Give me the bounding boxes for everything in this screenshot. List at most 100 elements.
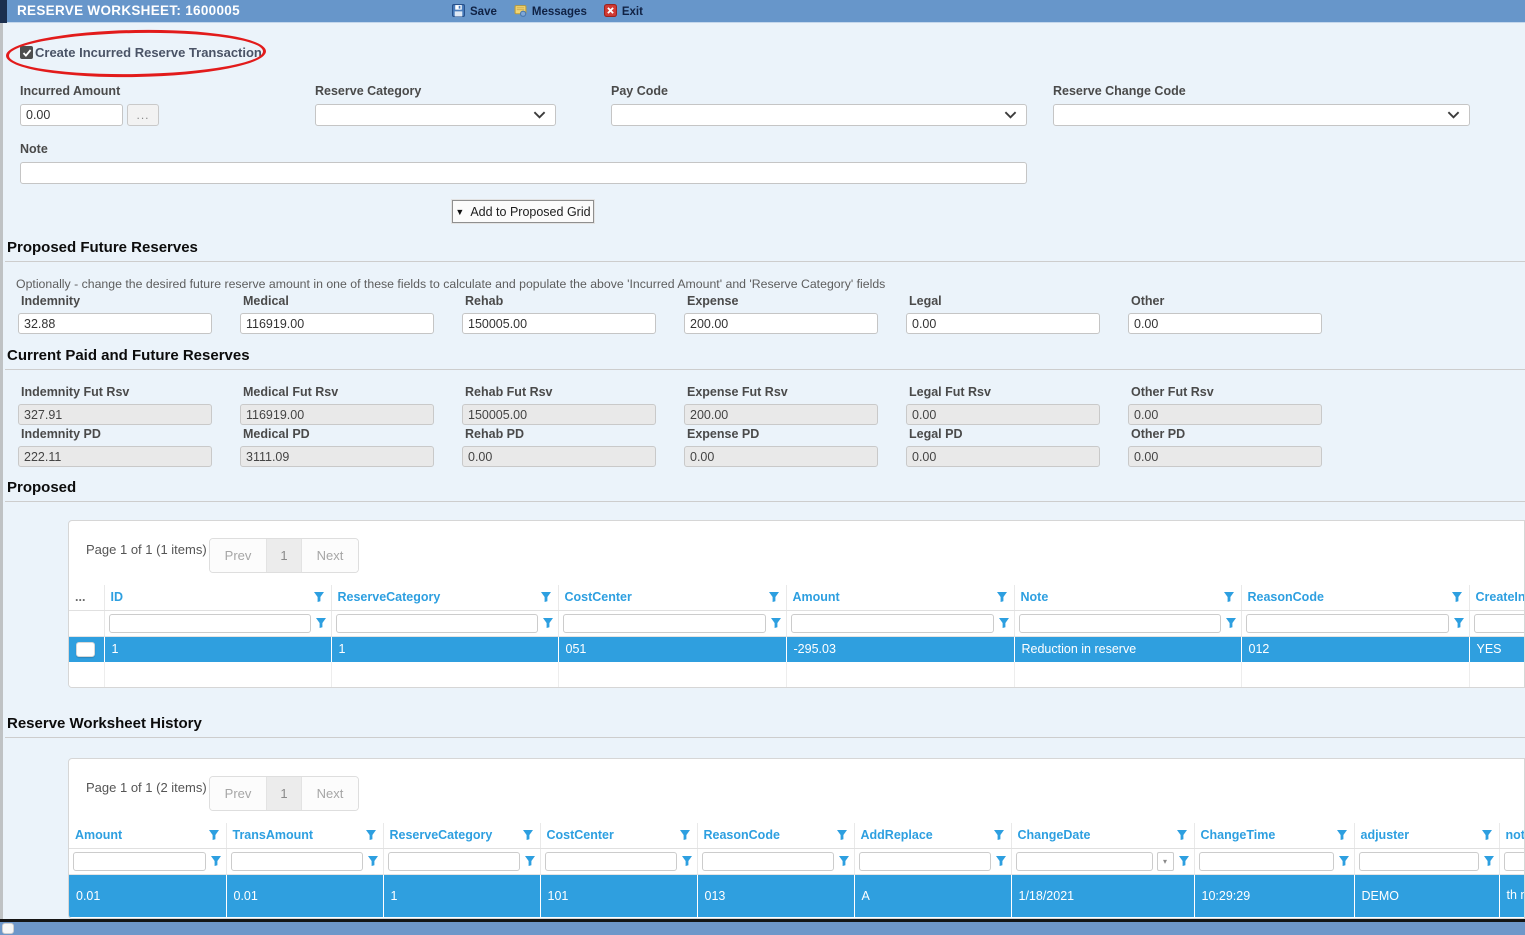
filter-icon[interactable] <box>768 591 780 603</box>
reserve-change-code-select[interactable] <box>1053 104 1470 126</box>
proposed-empty-row <box>69 662 1524 687</box>
title-bar: RESERVE WORKSHEET: 1600005 Save Messages… <box>0 0 1525 23</box>
filter-icon[interactable] <box>315 617 327 629</box>
filter-icon[interactable] <box>996 591 1008 603</box>
history-col-transamount[interactable]: TransAmount <box>232 828 314 843</box>
proposed-col-costcenter[interactable]: CostCenter <box>564 590 632 605</box>
filter-icon[interactable] <box>1453 617 1465 629</box>
proposed-filter-amount-input[interactable] <box>790 613 994 633</box>
history-filter-adjuster-input[interactable] <box>1358 851 1479 871</box>
history-filter-changedate-input[interactable] <box>1015 851 1153 871</box>
cell-reasoncode: 012 <box>1240 636 1469 662</box>
filter-icon[interactable] <box>681 855 693 867</box>
filter-icon[interactable] <box>998 617 1010 629</box>
history-col-costcenter[interactable]: CostCenter <box>546 828 614 843</box>
proposed-filter-id-input[interactable] <box>108 613 311 633</box>
indemnity-input[interactable] <box>18 313 212 334</box>
other-input[interactable] <box>1128 313 1322 334</box>
proposed-filter-createinc-input[interactable] <box>1473 613 1524 633</box>
incurred-amount-input[interactable] <box>20 104 123 126</box>
incurred-amount-browse-button[interactable]: ... <box>127 104 159 126</box>
note-input[interactable] <box>20 162 1027 184</box>
history-col-changedate[interactable]: ChangeDate <box>1017 828 1091 843</box>
proposed-col-dots: ... <box>69 585 104 611</box>
history-col-reasoncode[interactable]: ReasonCode <box>703 828 780 843</box>
expense-input[interactable] <box>684 313 878 334</box>
window-left-edge <box>0 23 3 919</box>
filter-icon[interactable] <box>838 855 850 867</box>
proposed-data-row[interactable]: 1 1 051 -295.03 Reduction in reserve 012… <box>69 636 1524 662</box>
filter-icon[interactable] <box>1451 591 1463 603</box>
proposed-filter-costcenter-input[interactable] <box>562 613 766 633</box>
history-filter-addreplace-input[interactable] <box>858 851 991 871</box>
legal-input[interactable] <box>906 313 1100 334</box>
history-col-amount[interactable]: Amount <box>75 828 123 843</box>
proposed-next-button[interactable]: Next <box>300 539 359 572</box>
filter-icon[interactable] <box>367 855 379 867</box>
proposed-col-amount[interactable]: Amount <box>792 590 840 605</box>
history-prev-button[interactable]: Prev <box>209 777 267 810</box>
row-select-checkbox[interactable] <box>76 641 95 657</box>
history-filter-reasoncode-input[interactable] <box>701 851 834 871</box>
proposed-filter-reservecategory-input[interactable] <box>335 613 538 633</box>
proposed-filter-note-input[interactable] <box>1018 613 1221 633</box>
exit-button[interactable]: Exit <box>603 3 643 20</box>
filter-icon[interactable] <box>542 617 554 629</box>
filter-icon[interactable] <box>522 829 534 841</box>
proposed-prev-button[interactable]: Prev <box>209 539 267 572</box>
create-incurred-checkbox[interactable] <box>20 46 33 59</box>
filter-icon[interactable] <box>995 855 1007 867</box>
proposed-filter-reasoncode-input[interactable] <box>1245 613 1449 633</box>
history-col-adjuster[interactable]: adjuster <box>1360 828 1410 843</box>
reserve-category-select[interactable] <box>315 104 556 126</box>
history-col-changetime[interactable]: ChangeTime <box>1200 828 1276 843</box>
add-to-proposed-grid-button[interactable]: ▼ Add to Proposed Grid <box>452 200 594 223</box>
filter-icon[interactable] <box>1481 829 1493 841</box>
history-filter-changetime-input[interactable] <box>1198 851 1334 871</box>
history-col-reservecategory[interactable]: ReserveCategory <box>389 828 493 843</box>
filter-icon[interactable] <box>1483 855 1495 867</box>
proposed-col-note[interactable]: Note <box>1020 590 1049 605</box>
save-button[interactable]: Save <box>452 3 497 20</box>
section-divider <box>5 261 1525 262</box>
filter-icon[interactable] <box>1338 855 1350 867</box>
proposed-col-reservecategory[interactable]: ReserveCategory <box>337 590 441 605</box>
filter-icon[interactable] <box>770 617 782 629</box>
filter-icon[interactable] <box>208 829 220 841</box>
filter-icon[interactable] <box>540 591 552 603</box>
proposed-page-1-button[interactable]: 1 <box>266 539 301 572</box>
filter-icon[interactable] <box>313 591 325 603</box>
cell-reservecategory: 1 <box>382 874 540 917</box>
history-col-note[interactable]: note <box>1505 828 1525 843</box>
history-filter-costcenter-input[interactable] <box>544 851 677 871</box>
filter-icon[interactable] <box>365 829 377 841</box>
messages-button[interactable]: Messages <box>514 4 587 20</box>
filter-icon[interactable] <box>993 829 1005 841</box>
history-filter-note-input[interactable] <box>1503 851 1524 871</box>
filter-icon[interactable] <box>836 829 848 841</box>
changedate-combo-dropdown[interactable]: ▾ <box>1156 851 1174 871</box>
filter-icon[interactable] <box>1178 855 1190 867</box>
proposed-col-id[interactable]: ID <box>110 590 124 605</box>
legal-pd-label: Legal PD <box>909 427 963 441</box>
history-page-1-button[interactable]: 1 <box>266 777 301 810</box>
history-next-button[interactable]: Next <box>300 777 359 810</box>
filter-icon[interactable] <box>679 829 691 841</box>
filter-icon[interactable] <box>1223 591 1235 603</box>
history-filter-transamount-input[interactable] <box>230 851 363 871</box>
filter-icon[interactable] <box>1225 617 1237 629</box>
history-col-addreplace[interactable]: AddReplace <box>860 828 933 843</box>
filter-icon[interactable] <box>1336 829 1348 841</box>
history-data-row[interactable]: 0.01 0.01 1 101 013 A 1/18/2021 10:29:29… <box>69 874 1524 917</box>
pay-code-select[interactable] <box>611 104 1027 126</box>
medical-input[interactable] <box>240 313 434 334</box>
rehab-input[interactable] <box>462 313 656 334</box>
history-filter-reservecategory-input[interactable] <box>387 851 520 871</box>
filter-icon[interactable] <box>210 855 222 867</box>
filter-icon[interactable] <box>1176 829 1188 841</box>
proposed-grid-panel: Page 1 of 1 (1 items) Prev 1 Next ... ID… <box>68 520 1525 688</box>
proposed-col-reasoncode[interactable]: ReasonCode <box>1247 590 1324 605</box>
history-filter-amount-input[interactable] <box>73 851 206 871</box>
filter-icon[interactable] <box>524 855 536 867</box>
